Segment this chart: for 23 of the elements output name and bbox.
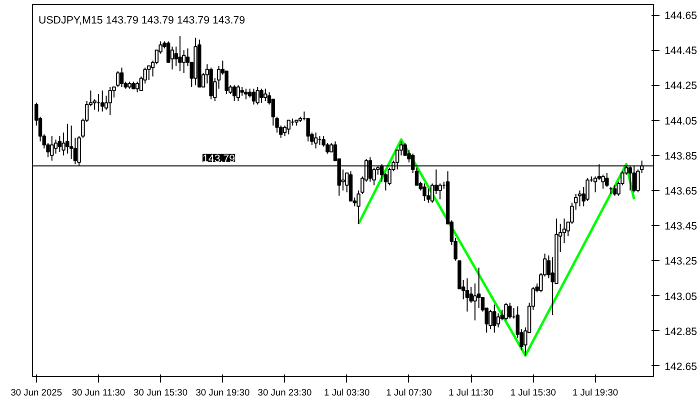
x-tick-label: 1 Jul 19:30 xyxy=(572,388,618,398)
x-tick-label: 1 Jul 07:30 xyxy=(386,388,432,398)
y-tick-label: 143.65 xyxy=(664,186,698,198)
y-tick-label: 144.05 xyxy=(664,115,698,128)
y-tick-label: 143.85 xyxy=(664,150,698,162)
x-tick-label: 30 Jun 23:30 xyxy=(258,388,312,398)
x-tick-label: 30 Jun 2025 xyxy=(10,388,62,398)
y-tick-label: 144.45 xyxy=(664,45,698,58)
y-tick-label: 142.85 xyxy=(664,326,698,338)
x-tick-label: 1 Jul 03:30 xyxy=(324,388,370,398)
y-tick-label: 144.65 xyxy=(664,10,698,22)
text: USDJPY,M15 143.79 143.79 143.79 143.79 xyxy=(38,14,246,26)
x-tick-label: 30 Jun 19:30 xyxy=(196,388,250,398)
x-tick-label: 1 Jul 11:30 xyxy=(448,388,494,398)
x-tick-label: 30 Jun 11:30 xyxy=(72,388,126,398)
y-tick-label: 143.45 xyxy=(664,220,698,233)
y-tick-label: 144.25 xyxy=(664,80,698,92)
x-tick-label: 1 Jul 15:30 xyxy=(510,388,556,398)
ref-line-label: 143.79 xyxy=(202,152,236,165)
y-tick-label: 143.05 xyxy=(664,290,698,303)
y-tick-label: 143.25 xyxy=(664,256,698,268)
x-tick-label: 30 Jun 15:30 xyxy=(134,388,188,398)
y-tick-label: 142.65 xyxy=(664,360,698,373)
